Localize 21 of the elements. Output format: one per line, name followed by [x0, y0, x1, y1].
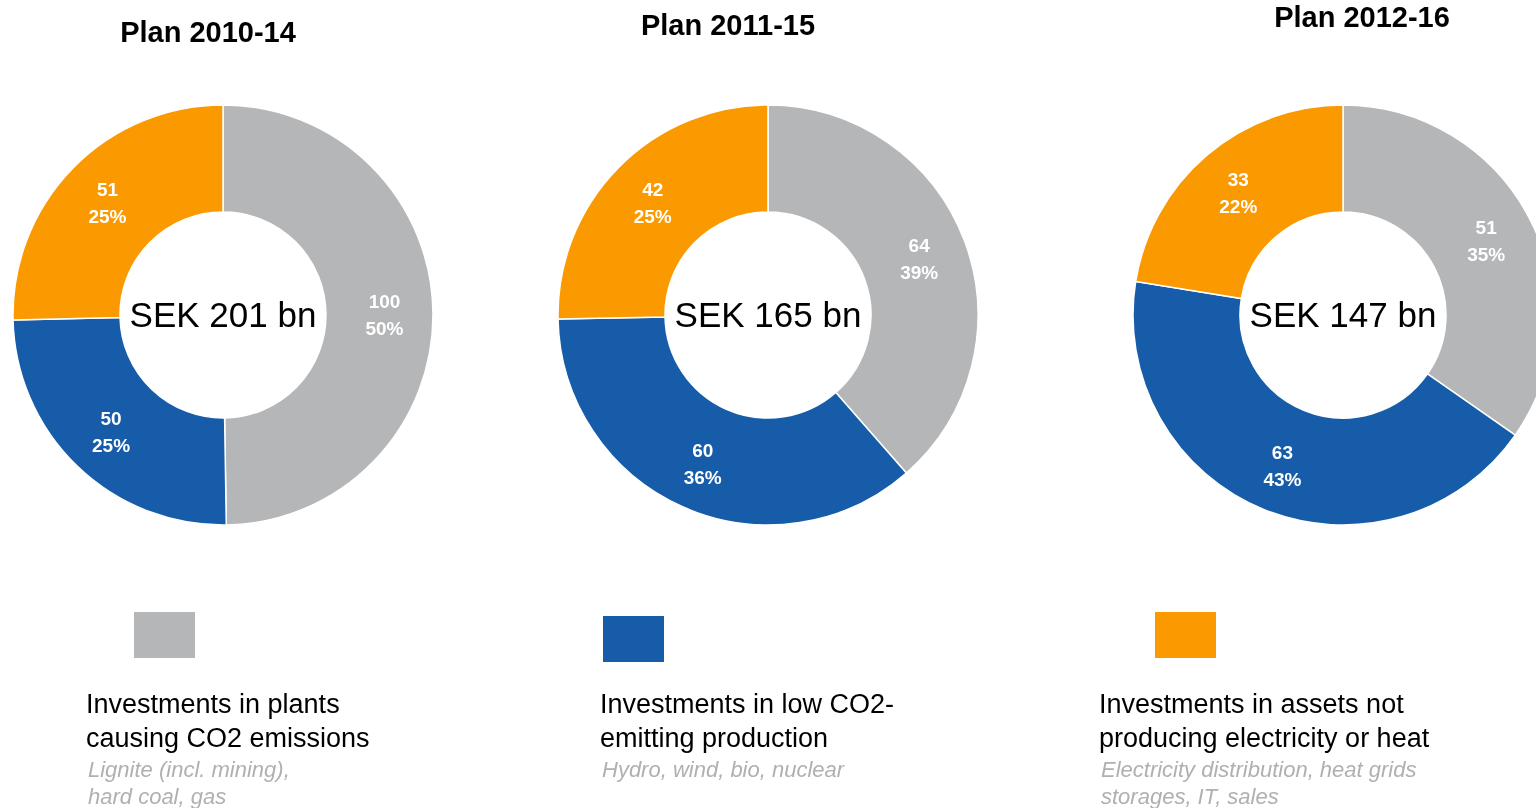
text: Lignite (incl. mining), hard coal, gas	[88, 757, 290, 808]
text: Hydro, wind, bio, nuclear	[602, 757, 846, 782]
text: SEK 165 bn	[674, 295, 862, 334]
chart-title: Plan 2010-14	[120, 16, 296, 48]
text: Electricity distribution, heat grids storages, IT, sales	[1101, 757, 1417, 808]
chart-title: Plan 2011-15	[640, 9, 816, 41]
text: SEK 201 bn	[129, 295, 317, 334]
data-label: 51 35%	[1467, 217, 1506, 266]
legend-label: Investments in low CO2- emitting production	[600, 689, 895, 753]
data-label: 51 25%	[88, 179, 127, 228]
legend-label: Investments in plants causing CO2 emissions	[86, 689, 370, 753]
legend-label: Investments in assets not producing electricity or heat	[1099, 689, 1430, 753]
data-label: 60 36%	[683, 439, 722, 488]
data-label: 42 25%	[633, 178, 672, 227]
data-label: 33 22%	[1219, 169, 1258, 218]
data-label: 64 39%	[900, 235, 939, 284]
chart-title: Plan 2012-16	[1274, 1, 1450, 33]
data-label: 63 43%	[1263, 441, 1302, 490]
text: SEK 147 bn	[1249, 295, 1437, 334]
data-label: 100 50%	[365, 290, 404, 339]
data-label: 50 25%	[92, 408, 131, 457]
